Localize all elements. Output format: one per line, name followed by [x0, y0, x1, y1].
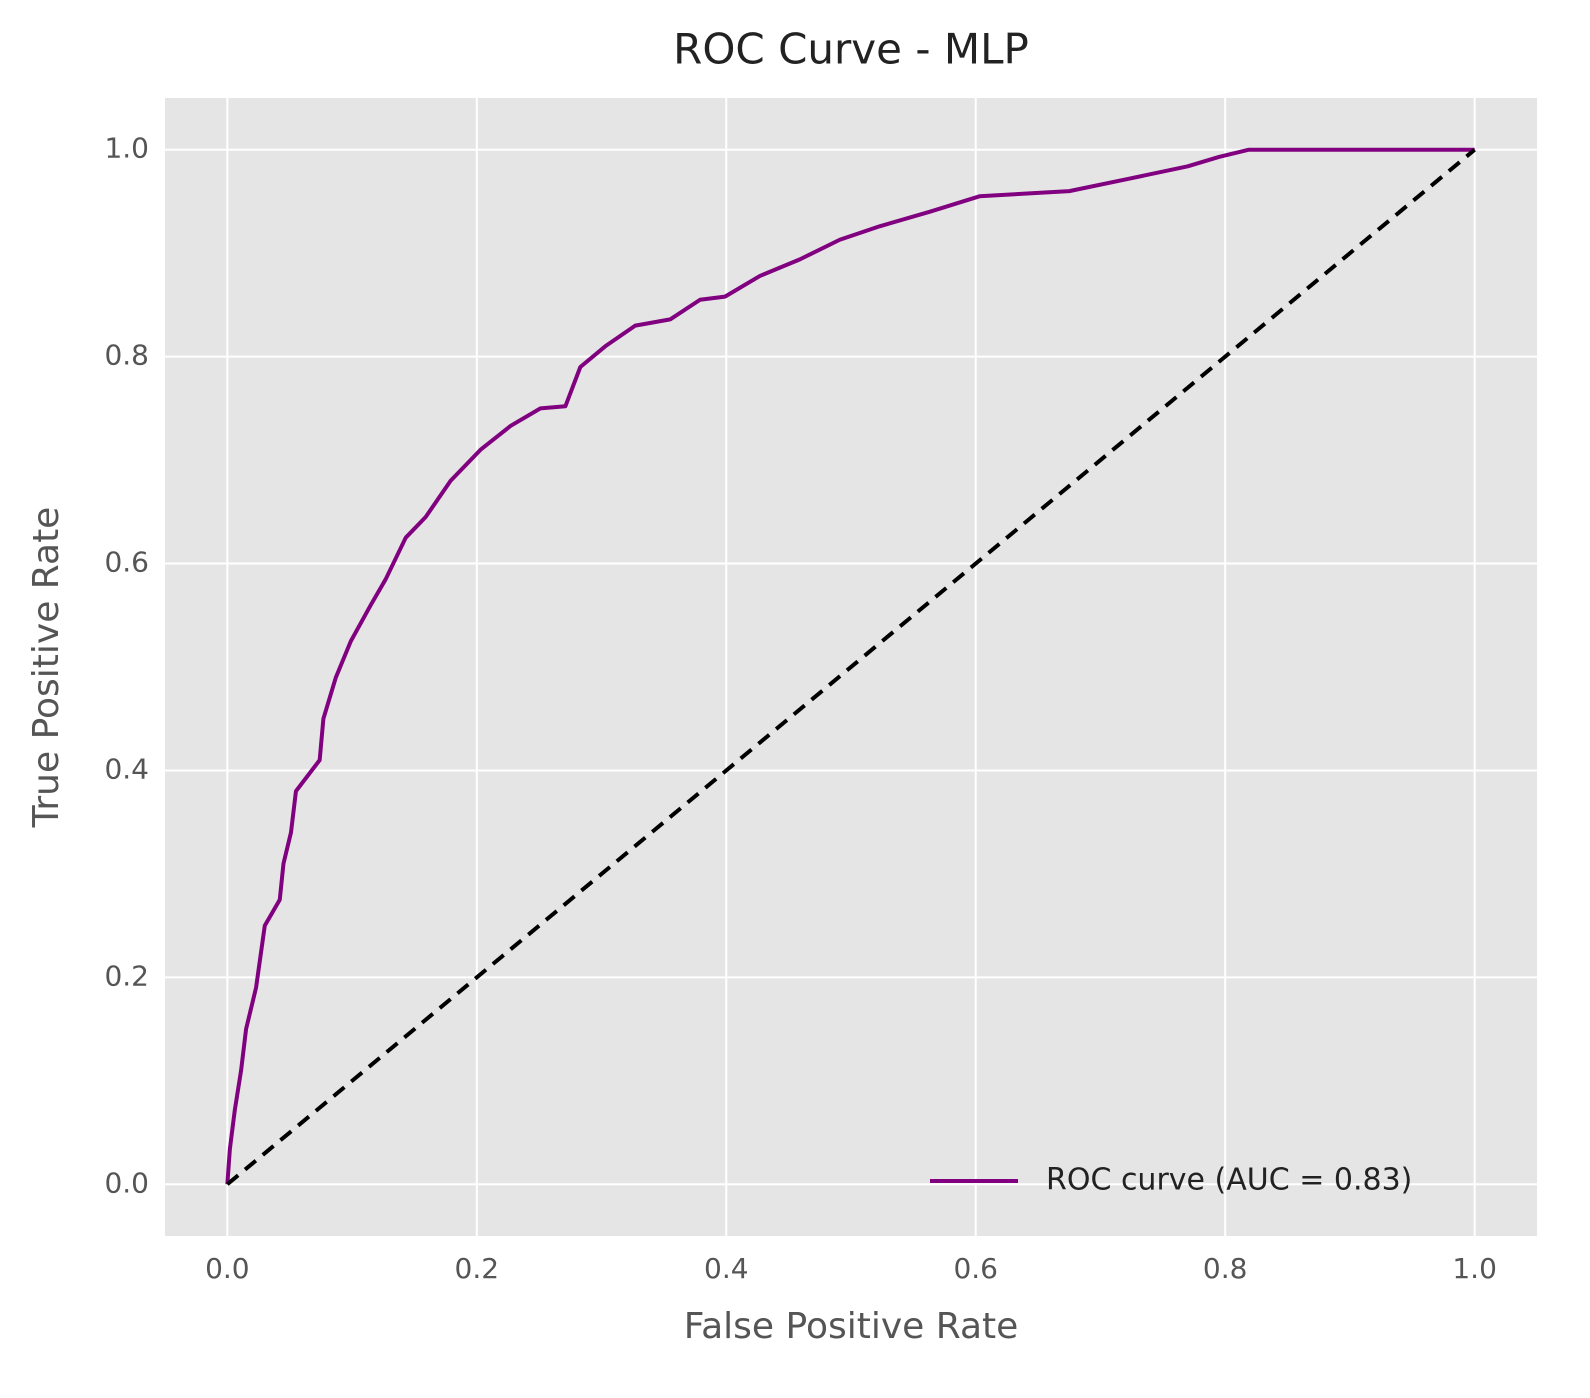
y-tick-label: 1.0 [104, 132, 149, 165]
x-tick-label: 0.6 [953, 1252, 998, 1285]
y-tick-label: 0.6 [104, 546, 149, 579]
y-tick-label: 0.4 [104, 752, 149, 785]
x-tick-label: 0.4 [704, 1252, 749, 1285]
legend-label: ROC curve (AUC = 0.83) [1046, 1163, 1412, 1198]
y-axis-label: True Positive Rate [26, 507, 67, 829]
chart-title: ROC Curve - MLP [673, 25, 1029, 74]
y-tick-label: 0.8 [104, 339, 149, 372]
x-tick-label: 0.0 [205, 1252, 250, 1285]
x-tick-label: 0.2 [455, 1252, 500, 1285]
y-tick-label: 0.2 [104, 959, 149, 992]
series-line [225, 147, 1475, 1185]
x-tick-label: 1.0 [1452, 1252, 1497, 1285]
x-axis-label: False Positive Rate [684, 1306, 1019, 1347]
x-tick-label: 0.8 [1203, 1252, 1248, 1285]
series-line [226, 148, 1476, 1186]
y-tick-label: 0.0 [104, 1166, 149, 1199]
